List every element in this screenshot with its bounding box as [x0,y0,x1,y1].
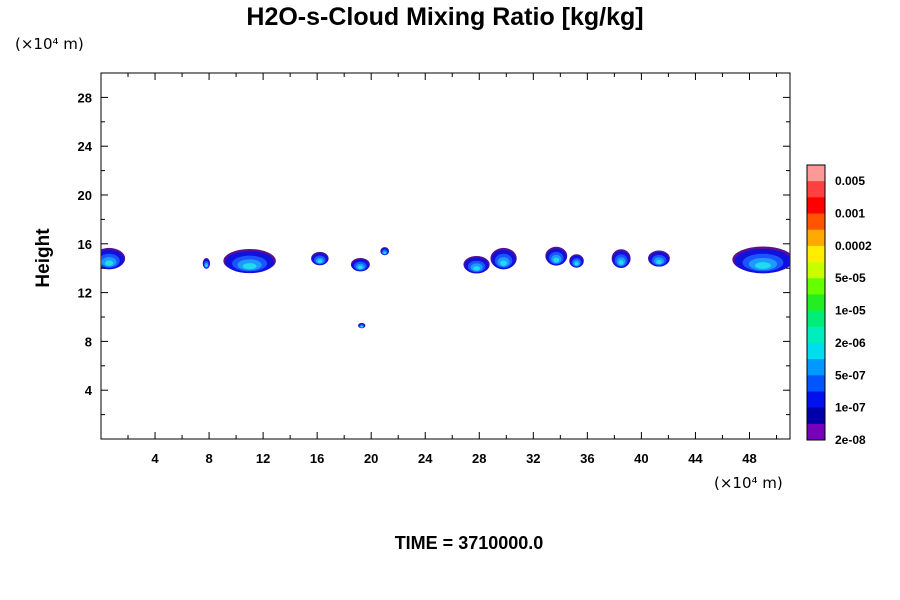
cloud-patch [545,246,568,266]
plot-frame [100,72,791,440]
cloud-layer [383,251,386,254]
cloud-layer [205,264,208,268]
y-tick-label: 4 [85,383,93,398]
cloud-layer [500,260,507,266]
y-axis-label: Height [33,228,54,288]
x-tick-label: 40 [634,451,648,466]
cloud-patch [463,255,490,274]
cloud-patch [202,258,211,269]
y-tick-label: 24 [78,139,93,154]
cloud-layer [574,262,579,266]
colorbar-segment [807,423,825,441]
cloud-patch [611,249,631,269]
cloud-patch [380,247,390,256]
cloud-layer [317,259,323,264]
y-tick-label: 16 [78,237,92,252]
y-tick-label: 20 [78,188,92,203]
time-label: TIME = 3710000.0 [395,533,544,553]
cloud-patch [101,247,126,270]
cloud-layer [357,265,363,270]
colorbar-segment [807,310,825,328]
cloud-patch [311,251,329,266]
x-tick-label: 8 [205,451,212,466]
colorbar-label: 5e-07 [835,368,866,382]
y-axis-unit: (×10⁴ m) [15,35,84,53]
colorbar-label: 2e-06 [835,336,866,350]
y-axis-ticks: 4 8 12 16 20 24 28 [78,90,790,416]
cloud-patches [101,246,790,329]
cloud-patch [569,254,584,268]
cloud-layer [618,260,624,265]
colorbar-segment [807,407,825,425]
colorbar-segment [807,294,825,311]
colorbar-segment [807,262,825,279]
colorbar-segment [807,229,825,247]
cloud-layer [755,262,771,269]
cloud-layer [242,263,257,270]
colorbar-frame [806,164,826,441]
colorbar-label: 5e-05 [835,271,866,285]
chart-title: H2O-s-Cloud Mixing Ratio [kg/kg] [246,3,643,31]
x-tick-label: 16 [310,451,324,466]
colorbar-segment [807,391,825,409]
colorbar-label: 0.0002 [835,239,872,253]
colorbar-segment [807,359,825,376]
x-tick-label: 4 [151,451,159,466]
x-tick-label: 24 [418,451,433,466]
cloud-layer [473,266,480,271]
cloud-layer [553,257,560,263]
cloud-layer [360,325,363,328]
x-tick-label: 44 [688,451,703,466]
cloud-patch [358,322,366,329]
x-axis-ticks: 4 8 12 16 20 24 28 32 36 40 44 48 [127,73,777,466]
x-tick-label: 12 [256,451,270,466]
colorbar-label: 1e-07 [835,401,866,415]
cloud-layer [656,259,662,265]
colorbar-label: 0.005 [835,174,865,188]
y-tick-label: 8 [85,334,92,349]
cloud-patch [490,247,517,270]
x-tick-label: 48 [742,451,756,466]
colorbar-segment [807,197,825,214]
colorbar-segment [807,213,825,231]
x-tick-label: 28 [472,451,486,466]
colorbar-segment [807,278,825,295]
y-tick-label: 12 [78,286,92,301]
x-tick-label: 36 [580,451,594,466]
colorbar-segment [807,342,825,360]
colorbar-segment [807,375,825,392]
cloud-patch [350,257,370,272]
colorbar-label: 0.001 [835,207,865,221]
colorbar: 0.005 0.001 0.0002 5e-05 1e-05 2e-06 5e-07 1e-0… [806,164,872,447]
colorbar-segment [807,326,825,344]
x-axis-unit: (×10⁴ m) [714,474,783,492]
colorbar-segment [807,245,825,263]
cloud-patch [732,246,790,274]
colorbar-label: 2e-08 [835,433,866,447]
x-tick-label: 32 [526,451,540,466]
cloud-patch [648,250,670,267]
colorbar-label: 1e-05 [835,304,866,318]
colorbar-segment [807,165,825,182]
colorbar-segment [807,181,825,198]
x-tick-label: 20 [364,451,378,466]
y-tick-label: 28 [78,90,92,105]
cloud-layer [104,260,114,266]
cloud-patch [223,249,276,274]
